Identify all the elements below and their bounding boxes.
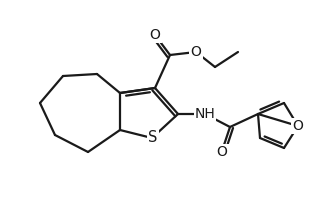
Text: O: O (191, 45, 201, 59)
Text: NH: NH (195, 107, 215, 121)
Text: S: S (148, 130, 158, 144)
Text: O: O (292, 119, 303, 133)
Text: O: O (149, 28, 160, 42)
Text: O: O (217, 145, 228, 159)
